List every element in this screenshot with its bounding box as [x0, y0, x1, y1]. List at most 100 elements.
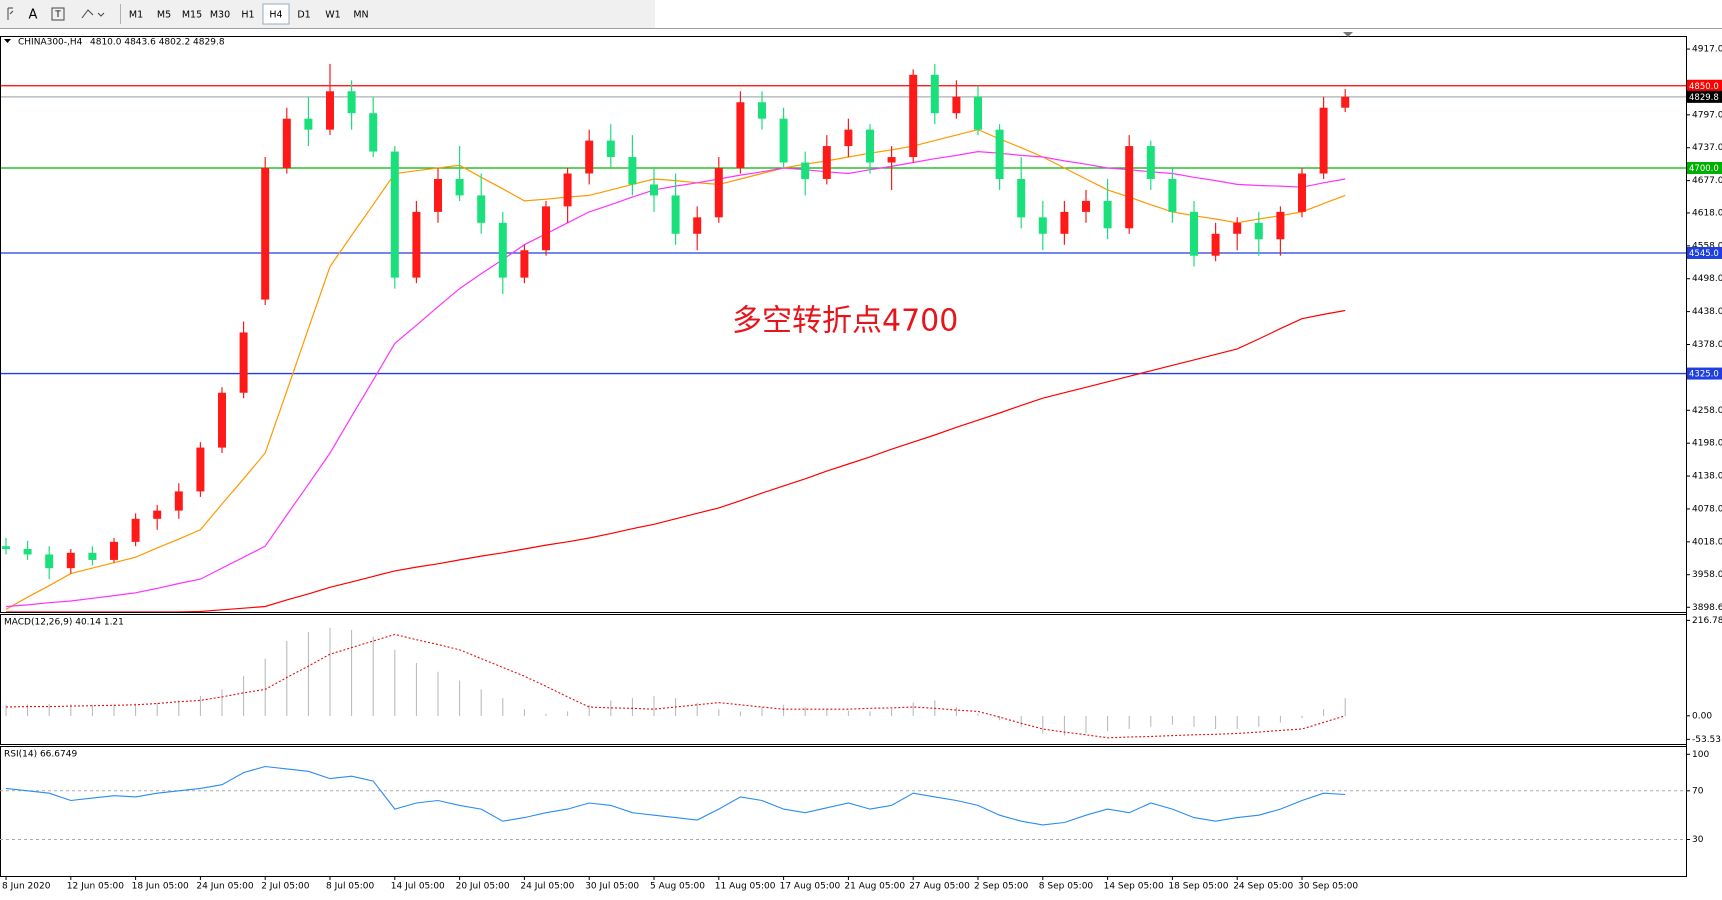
timeframe-button[interactable]: W1 — [325, 10, 340, 21]
candle-body — [88, 552, 97, 560]
overlay: CHINA300-,H4 4810.0 4843.6 4802.2 4829.8 4… — [0, 38, 1722, 892]
x-tick-label: 30 Sep 05:00 — [1298, 882, 1358, 892]
y-tick-label: 3958.0 — [1692, 570, 1722, 580]
timeframes: M1 M5 M15 M30 H1 H4 D1 W1 MN — [129, 3, 369, 25]
candle-body — [326, 91, 334, 130]
timeframe-button[interactable]: D1 — [297, 10, 310, 21]
ohlc-label: 4810.0 4843.6 4802.2 4829.8 — [90, 38, 225, 48]
timeframe-button[interactable]: M30 — [210, 10, 230, 21]
level-label-box — [1687, 246, 1722, 259]
candle-body — [304, 118, 313, 130]
candle-body — [498, 222, 507, 278]
y-tick-label: 4198.0 — [1692, 439, 1722, 449]
candle-body — [995, 129, 1004, 179]
y-tick-label: 216.78 — [1692, 616, 1722, 626]
candle-body — [758, 102, 766, 119]
candle-body — [455, 178, 464, 196]
level-label: 4829.8 — [1689, 93, 1719, 103]
selected-button[interactable] — [262, 3, 290, 25]
candle-body — [693, 217, 702, 234]
candle-body — [412, 211, 421, 278]
timeframe-button[interactable]: H1 — [241, 10, 254, 21]
x-tick-label: 17 Aug 05:00 — [780, 882, 841, 892]
timeframe-button[interactable]: M1 — [129, 10, 143, 21]
x-tick-label: 2 Jul 05:00 — [261, 882, 310, 892]
candle-body — [844, 129, 853, 147]
menu-triangle — [4, 39, 11, 43]
candle-body — [974, 96, 982, 130]
x-tick-label: 24 Jun 05:00 — [196, 882, 253, 892]
candle-body — [66, 552, 75, 569]
candle-body — [887, 157, 896, 163]
y-tick-label: 4917.0 — [1692, 45, 1722, 55]
candle-body — [282, 118, 291, 169]
y-tick-label: -53.53 — [1692, 735, 1721, 745]
candle-body — [347, 91, 356, 114]
y-tick-label: 30 — [1692, 835, 1704, 845]
level-label-box — [1687, 162, 1722, 175]
candle-body — [1233, 222, 1242, 234]
macd-panel-frame — [0, 614, 1687, 745]
main-plot — [1, 63, 1686, 612]
y-tick-label: 100 — [1692, 750, 1709, 760]
x-tick-label: 20 Jul 05:00 — [456, 882, 510, 892]
x-tick-label: 11 Aug 05:00 — [715, 882, 776, 892]
annotation: 多空转折点4700 — [732, 304, 958, 339]
y-tick-label: 4618.0 — [1692, 208, 1722, 218]
x-tick-label: 18 Sep 05:00 — [1168, 882, 1228, 892]
y-tick-label: 4438.0 — [1692, 307, 1722, 317]
rsi-line — [5, 765, 1346, 826]
x-tick-label: 24 Sep 05:00 — [1233, 882, 1293, 892]
y-tick-label: 0.00 — [1692, 711, 1712, 721]
candle-body — [779, 118, 788, 163]
candle-body — [585, 140, 594, 174]
candle-body — [952, 96, 961, 114]
candle-body — [196, 447, 205, 492]
candle-body — [218, 392, 226, 448]
timeframe-button[interactable]: MN — [353, 10, 368, 21]
candle-body — [801, 162, 810, 179]
label-tool[interactable] — [51, 7, 65, 21]
x-tick-label: 27 Aug 05:00 — [909, 882, 970, 892]
candle-body — [1319, 107, 1328, 174]
rsi-title: RSI(14) 66.6749 — [4, 750, 77, 760]
candle-body — [606, 140, 615, 158]
level-label: 4545.0 — [1689, 249, 1719, 259]
timeframe-button[interactable]: M5 — [157, 10, 171, 21]
candle-body — [390, 151, 399, 278]
toolbar — [0, 0, 655, 28]
candle-body — [671, 195, 680, 234]
candle-body — [477, 195, 486, 223]
x-tick-label: 5 Aug 05:00 — [650, 882, 705, 892]
shapes-menu[interactable] — [81, 9, 105, 19]
candle-body — [628, 157, 637, 185]
candle-body — [714, 168, 723, 218]
candle-body — [434, 178, 442, 212]
y-tick-label: 4558.0 — [1692, 241, 1722, 251]
candle-body — [1254, 222, 1263, 240]
cursor-icon[interactable] — [7, 7, 14, 20]
y-tick-label: 4018.0 — [1692, 537, 1722, 547]
text-tool[interactable]: A — [29, 8, 38, 23]
candle-body — [822, 146, 831, 179]
candle-body — [131, 518, 140, 542]
label-tool-glyph: T — [54, 10, 61, 20]
candle-body — [110, 541, 118, 560]
moving-average — [6, 309, 1346, 612]
timeframe-button[interactable]: M15 — [182, 10, 202, 21]
candle-body — [1341, 96, 1350, 108]
y-tick-label: 70 — [1692, 786, 1704, 796]
candle-body — [261, 168, 270, 300]
candle-body — [542, 206, 550, 251]
candle-body — [520, 250, 529, 278]
main-panel-frame — [0, 36, 1687, 613]
rsi-panel-frame — [0, 746, 1687, 877]
candle-body — [153, 510, 162, 519]
candle-body — [909, 74, 918, 158]
candle-body — [369, 113, 378, 152]
candle-body — [930, 74, 939, 114]
candle-body — [1190, 211, 1198, 256]
candle-body — [736, 102, 745, 169]
timeframe-button[interactable]: H4 — [269, 10, 282, 21]
